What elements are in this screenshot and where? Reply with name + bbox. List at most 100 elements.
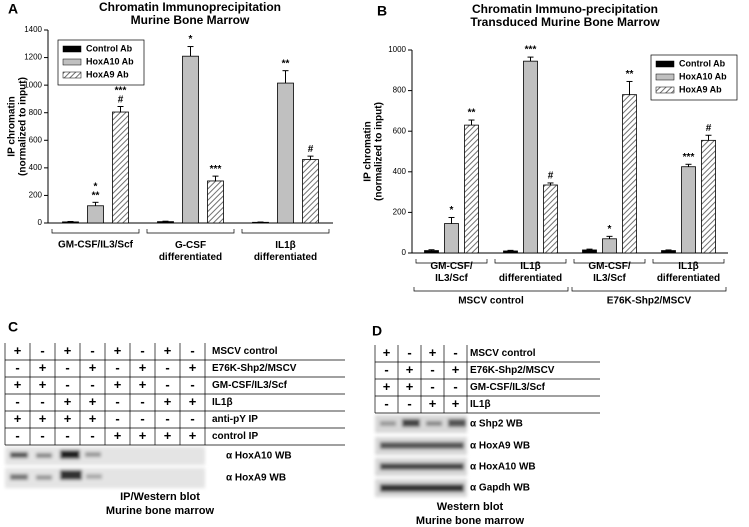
bar [602,238,617,254]
error-bar [665,249,672,251]
bar [157,221,174,224]
group-label: MSCV control [458,296,524,307]
sign: + [89,411,97,426]
sign: - [15,360,19,375]
sign: - [165,377,169,392]
significance-label: *** [683,152,695,163]
group-bracket [571,287,727,292]
sign: + [14,411,22,426]
sign: + [14,377,22,392]
legend-swatch [62,45,82,53]
legend-swatch [62,71,82,79]
sign: + [39,411,47,426]
sign: + [429,345,437,360]
chart-title: Chromatin Immuno-precipitation [472,2,658,16]
sign: + [406,379,414,394]
bar [424,250,439,254]
sign: + [64,411,72,426]
panel-letter: D [372,323,382,339]
category-bracket [415,259,488,264]
sign: - [384,362,388,377]
sign: + [406,362,414,377]
row-label: control IP [212,431,258,442]
sign: + [114,428,122,443]
row-label: E76K-Shp2/MSCV [470,365,555,376]
significance-label: * [608,224,612,235]
row-label: MSCV control [470,348,536,359]
category-bracket [51,229,140,234]
significance-label: # [706,123,712,134]
sign: + [189,360,197,375]
y-tick-label: 600 [29,135,43,144]
error-bar [586,248,593,250]
sign: - [384,396,388,411]
y-axis-label: IP chromatin [7,96,18,156]
x-tick-label: GM-CSF/IL3/Scf [430,261,472,284]
sign: + [429,396,437,411]
sign: - [453,379,457,394]
legend-swatch [655,60,675,68]
legend-swatch [655,73,675,81]
bar [701,139,716,254]
sign: - [90,377,94,392]
sign: - [140,394,144,409]
chart-title: Chromatin Immunoprecipitation [99,0,281,14]
category-bracket [494,259,567,264]
y-tick-label: 800 [393,86,407,95]
sign: + [114,377,122,392]
sign: + [383,345,391,360]
significance-label: ** [626,69,634,80]
x-tick-label: IL1β differentiated [657,261,720,284]
sign: - [453,345,457,360]
error-bar [547,182,554,185]
legend-label: Control Ab [86,43,133,53]
legend-label: Control Ab [679,58,726,68]
caption: Murine bone marrow [106,505,215,517]
bar [444,223,459,254]
sign: - [430,379,434,394]
row-label: GM-CSF/IL3/Scf [212,380,288,391]
sign: - [65,360,69,375]
y-tick-label: 1400 [24,25,42,34]
sign: - [40,428,44,443]
significance-label: *** [525,45,537,56]
bar [112,111,129,224]
significance-label: ** [468,108,476,119]
row-label: GM-CSF/IL3/Scf [470,382,546,393]
sign: - [407,345,411,360]
sign: - [140,343,144,358]
sign: + [14,343,22,358]
sign: - [190,411,194,426]
sign: + [114,343,122,358]
bar [464,124,479,254]
sign: - [165,411,169,426]
sign: + [452,362,460,377]
y-axis-label: IP chromatin [363,121,374,181]
y-tick-label: 400 [29,163,43,172]
sign: - [115,394,119,409]
group-bracket [413,287,569,292]
significance-label: # [308,144,314,155]
sign: - [65,377,69,392]
legend-label: HoxA10 Ab [679,71,727,81]
x-tick-label: IL1β differentiated [499,261,562,284]
error-bar [117,106,124,113]
significance-label: *** [92,181,100,201]
sign: + [139,360,147,375]
x-tick-label: IL1β differentiated [254,240,317,263]
sign: - [90,428,94,443]
x-tick-label: GM-CSF/IL3/Scf [588,261,630,284]
legend-swatch [655,86,675,94]
bar [543,184,558,254]
blot-image-c [5,447,205,488]
error-bar [527,56,534,62]
bar [302,159,319,224]
sign: - [40,343,44,358]
sign: + [139,428,147,443]
sign: + [452,396,460,411]
band-label: α Gapdh WB [470,483,530,494]
caption: Murine bone marrow [416,515,525,527]
y-tick-label: 1200 [24,53,42,62]
row-label: IL1β [470,399,491,410]
